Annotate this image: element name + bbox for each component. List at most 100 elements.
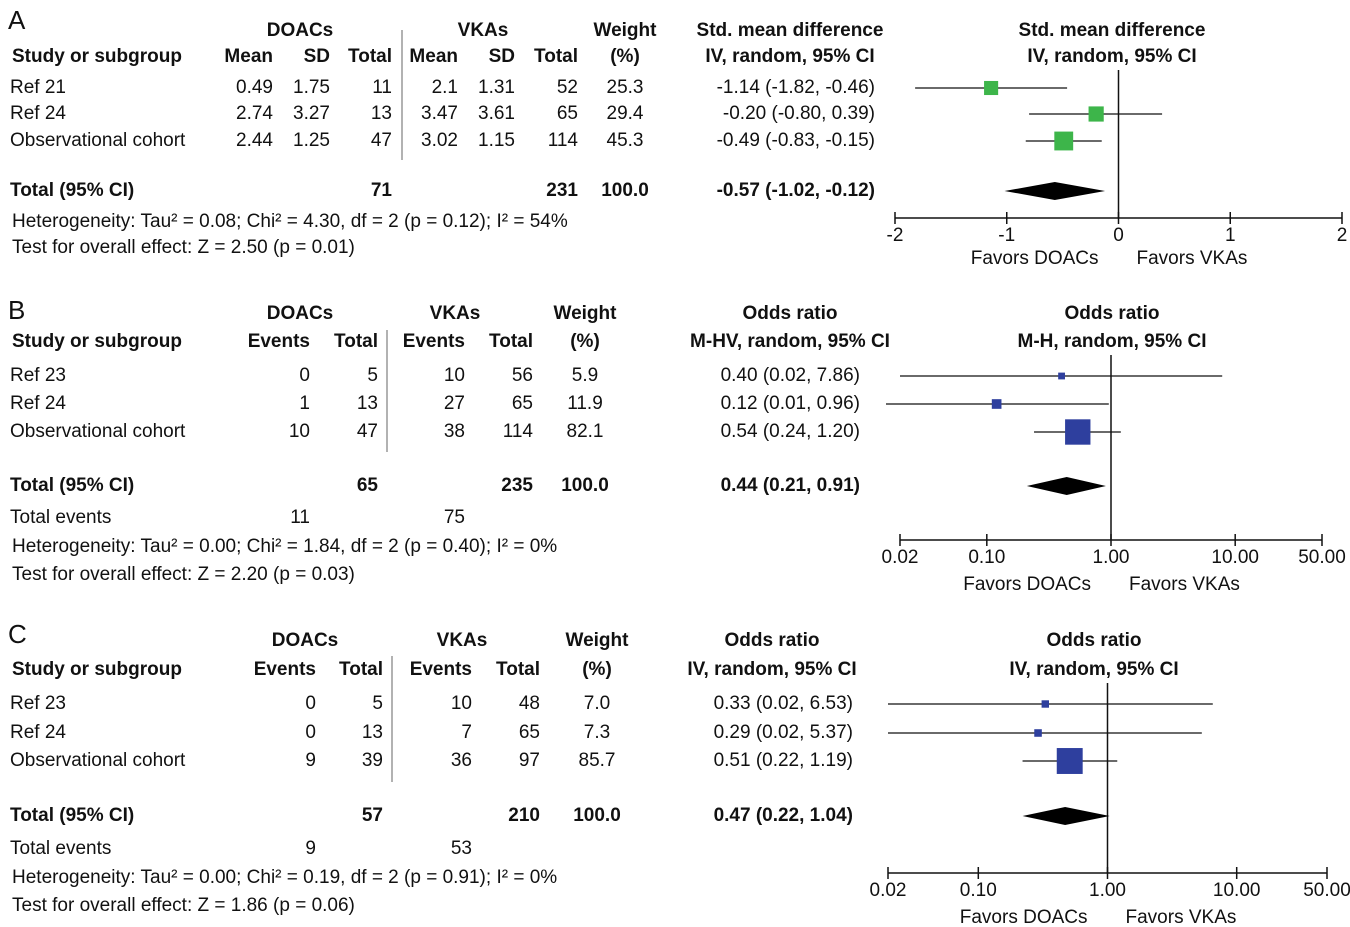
overall-effect: Test for overall effect: Z = 1.86 (p = 0… xyxy=(12,895,355,916)
cell: 0 xyxy=(305,693,316,714)
column-header: Events xyxy=(248,331,310,352)
effect-label: 0.54 (0.24, 1.20) xyxy=(721,421,860,442)
cell: 5 xyxy=(372,693,383,714)
cell: 39 xyxy=(362,750,383,771)
x-tick-label: 0.02 xyxy=(870,880,907,901)
cell: 47 xyxy=(357,421,378,442)
cell: 65 xyxy=(557,103,578,124)
cell: 1.75 xyxy=(293,77,330,98)
study-name: Ref 24 xyxy=(10,103,66,124)
plot-header: M-H, random, 95% CI xyxy=(1018,331,1207,352)
favors-left: Favors DOACs xyxy=(971,248,1099,269)
column-header: Total xyxy=(489,331,533,352)
heterogeneity: Heterogeneity: Tau² = 0.08; Chi² = 4.30,… xyxy=(12,211,568,232)
summary-diamond xyxy=(1026,477,1106,495)
study-name: Observational cohort xyxy=(10,130,186,151)
panel-letter: A xyxy=(8,5,26,35)
cell: 13 xyxy=(357,393,378,414)
effect-label: 0.12 (0.01, 0.96) xyxy=(721,393,860,414)
weight: 82.1 xyxy=(567,421,604,442)
effect-label: 0.44 (0.21, 0.91) xyxy=(721,475,860,496)
x-tick-label: 50.00 xyxy=(1303,880,1350,901)
weight: 100.0 xyxy=(561,475,609,496)
cell: 210 xyxy=(508,805,540,826)
x-tick-label: 0.10 xyxy=(960,880,997,901)
point-estimate xyxy=(1034,729,1042,737)
column-header: SD xyxy=(304,46,330,67)
panel-letter: C xyxy=(8,619,27,649)
weight: 100.0 xyxy=(573,805,621,826)
cell: 71 xyxy=(371,180,393,201)
x-tick-label: 0.02 xyxy=(882,547,919,568)
column-header: Study or subgroup xyxy=(12,331,182,352)
cell: 0.49 xyxy=(236,77,273,98)
weight-header: (%) xyxy=(582,659,612,680)
overall-effect: Test for overall effect: Z = 2.20 (p = 0… xyxy=(12,564,355,585)
cell: 56 xyxy=(512,365,533,386)
plot-header: IV, random, 95% CI xyxy=(1009,659,1178,680)
weight: 5.9 xyxy=(572,365,598,386)
group-header: VKAs xyxy=(437,630,488,651)
cell: 2.74 xyxy=(236,103,273,124)
study-name: Ref 23 xyxy=(10,365,66,386)
favors-right: Favors VKAs xyxy=(1137,248,1248,269)
point-estimate xyxy=(1054,131,1074,151)
x-tick-label: 1 xyxy=(1225,225,1236,246)
column-header: Total xyxy=(334,331,378,352)
weight: 100.0 xyxy=(601,180,649,201)
cell: 13 xyxy=(362,722,383,743)
study-name: Ref 24 xyxy=(10,393,66,414)
column-header: Events xyxy=(254,659,316,680)
column-header: Total xyxy=(339,659,383,680)
cell: 52 xyxy=(557,77,578,98)
column-header: Study or subgroup xyxy=(12,659,182,680)
plot-header: Std. mean difference xyxy=(1019,20,1206,41)
column-header: Mean xyxy=(409,46,458,67)
weight: 85.7 xyxy=(579,750,616,771)
point-estimate xyxy=(1065,419,1091,445)
study-name: Ref 21 xyxy=(10,77,66,98)
column-header: Total xyxy=(496,659,540,680)
favors-right: Favors VKAs xyxy=(1126,907,1237,927)
x-tick-label: 2 xyxy=(1337,225,1348,246)
cell: 13 xyxy=(371,103,392,124)
cell: 1.25 xyxy=(293,130,330,151)
cell: 48 xyxy=(519,693,540,714)
cell: 5 xyxy=(367,365,378,386)
cell: 9 xyxy=(305,838,316,859)
forest-panel: B DOACs VKAs Study or subgroup Events Total Ev… xyxy=(8,295,1346,595)
study-name: Total events xyxy=(10,838,111,859)
cell: 2.44 xyxy=(236,130,273,151)
effect-header: IV, random, 95% CI xyxy=(687,659,856,680)
column-header: Total xyxy=(534,46,578,67)
column-header: Study or subgroup xyxy=(12,46,182,67)
weight: 7.0 xyxy=(584,693,610,714)
cell: 97 xyxy=(519,750,540,771)
effect-label: 0.47 (0.22, 1.04) xyxy=(714,805,853,826)
cell: 11 xyxy=(372,77,392,98)
cell: 36 xyxy=(451,750,472,771)
study-name: Total (95% CI) xyxy=(10,805,134,826)
cell: 114 xyxy=(548,130,579,151)
study-name: Observational cohort xyxy=(10,750,186,771)
study-name: Total (95% CI) xyxy=(10,180,134,201)
cell: 7 xyxy=(461,722,472,743)
effect-header: M-HV, random, 95% CI xyxy=(690,331,890,352)
point-estimate xyxy=(1088,106,1104,122)
study-name: Total (95% CI) xyxy=(10,475,134,496)
cell: 11 xyxy=(290,507,310,528)
x-tick-label: 50.00 xyxy=(1298,547,1346,568)
group-header: VKAs xyxy=(430,303,481,324)
favors-left: Favors DOACs xyxy=(963,574,1091,595)
effect-label: -0.20 (-0.80, 0.39) xyxy=(723,103,875,124)
cell: 9 xyxy=(305,750,316,771)
cell: 231 xyxy=(546,180,578,201)
panel-letter: B xyxy=(8,295,25,325)
effect-header: Odds ratio xyxy=(742,303,837,324)
summary-diamond xyxy=(1004,182,1106,200)
effect-label: -0.57 (-1.02, -0.12) xyxy=(717,180,875,201)
cell: 235 xyxy=(501,475,533,496)
cell: 10 xyxy=(289,421,310,442)
weight-header: Weight xyxy=(594,20,658,41)
